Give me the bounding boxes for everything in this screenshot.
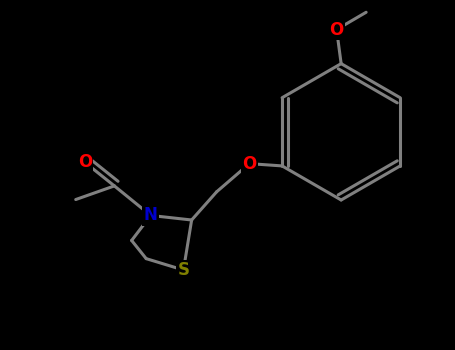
Text: O: O [78,153,92,171]
Text: S: S [177,261,189,279]
Text: O: O [329,21,344,38]
Text: O: O [242,155,257,173]
Text: N: N [144,206,158,224]
